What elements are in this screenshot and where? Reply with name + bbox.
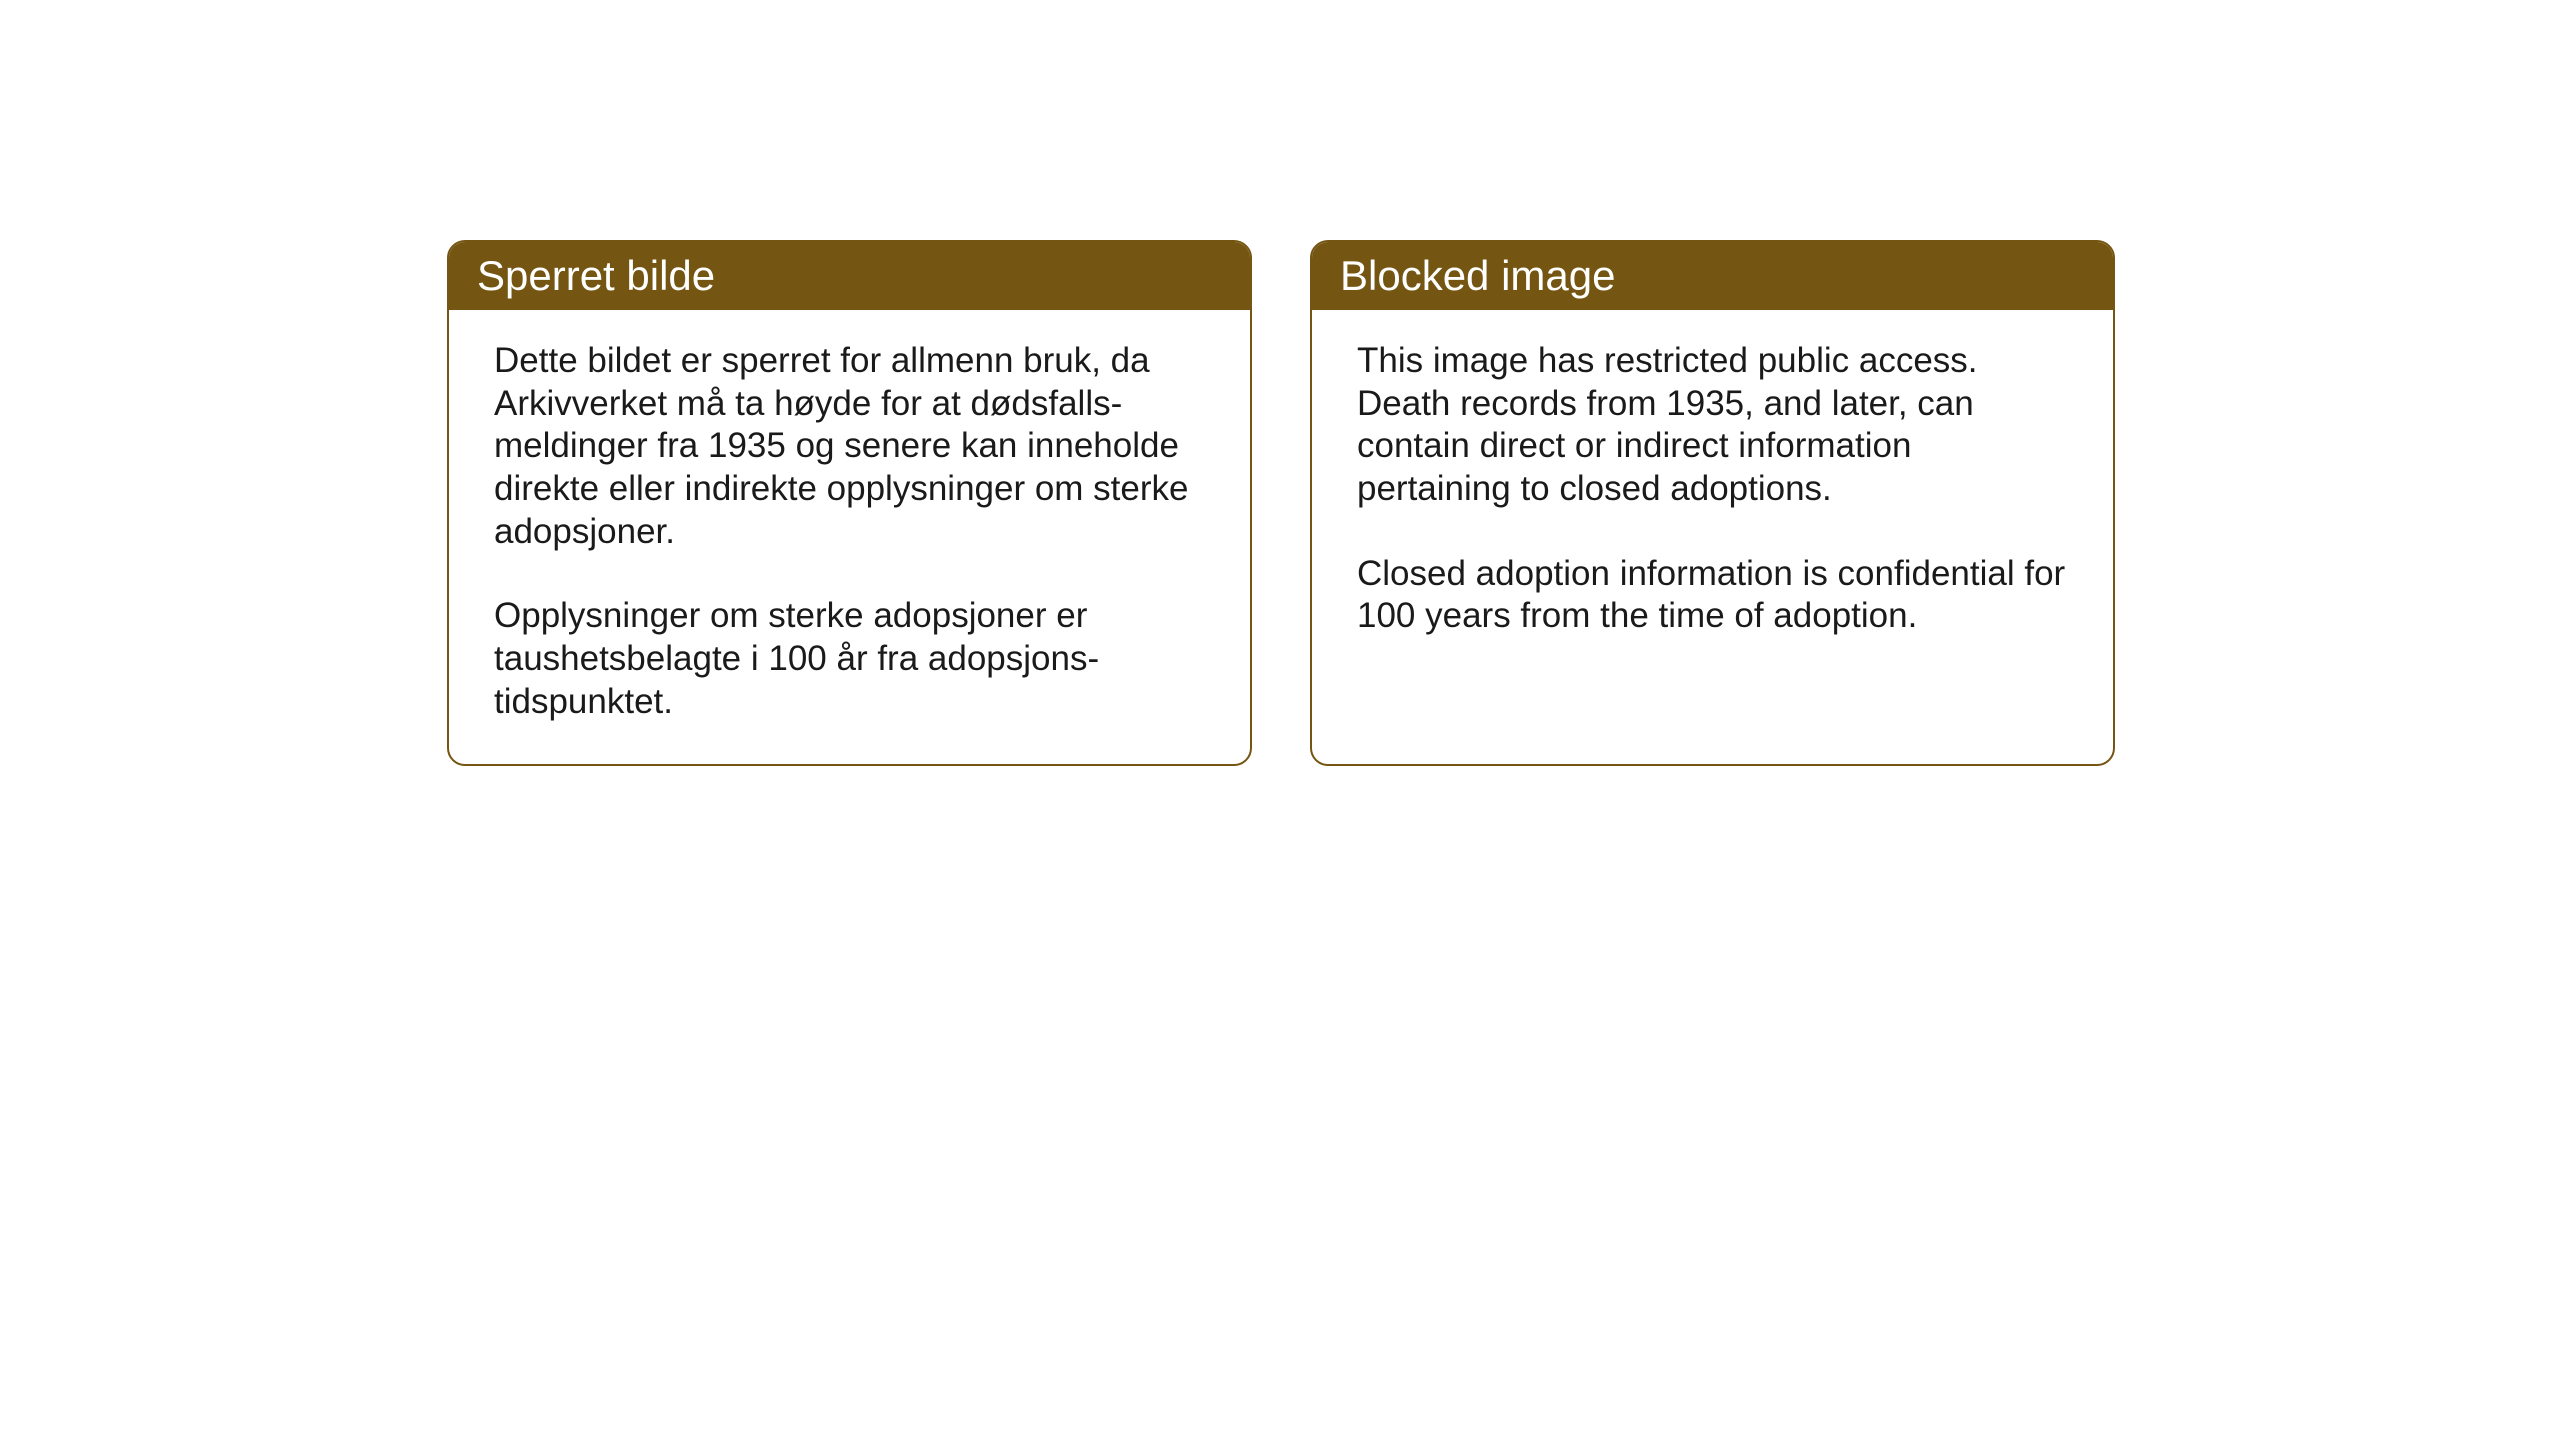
card-header-norwegian: Sperret bilde	[449, 242, 1250, 310]
notice-card-norwegian: Sperret bilde Dette bildet er sperret fo…	[447, 240, 1252, 766]
card-paragraph-2-norwegian: Opplysninger om sterke adopsjoner er tau…	[494, 595, 1205, 723]
notice-container: Sperret bilde Dette bildet er sperret fo…	[447, 240, 2115, 766]
card-body-norwegian: Dette bildet er sperret for allmenn bruk…	[449, 310, 1250, 764]
card-body-english: This image has restricted public access.…	[1312, 310, 2113, 678]
card-header-english: Blocked image	[1312, 242, 2113, 310]
notice-card-english: Blocked image This image has restricted …	[1310, 240, 2115, 766]
card-paragraph-1-norwegian: Dette bildet er sperret for allmenn bruk…	[494, 340, 1205, 553]
card-paragraph-1-english: This image has restricted public access.…	[1357, 340, 2068, 511]
card-title-english: Blocked image	[1340, 252, 1615, 299]
card-paragraph-2-english: Closed adoption information is confident…	[1357, 553, 2068, 638]
card-title-norwegian: Sperret bilde	[477, 252, 715, 299]
